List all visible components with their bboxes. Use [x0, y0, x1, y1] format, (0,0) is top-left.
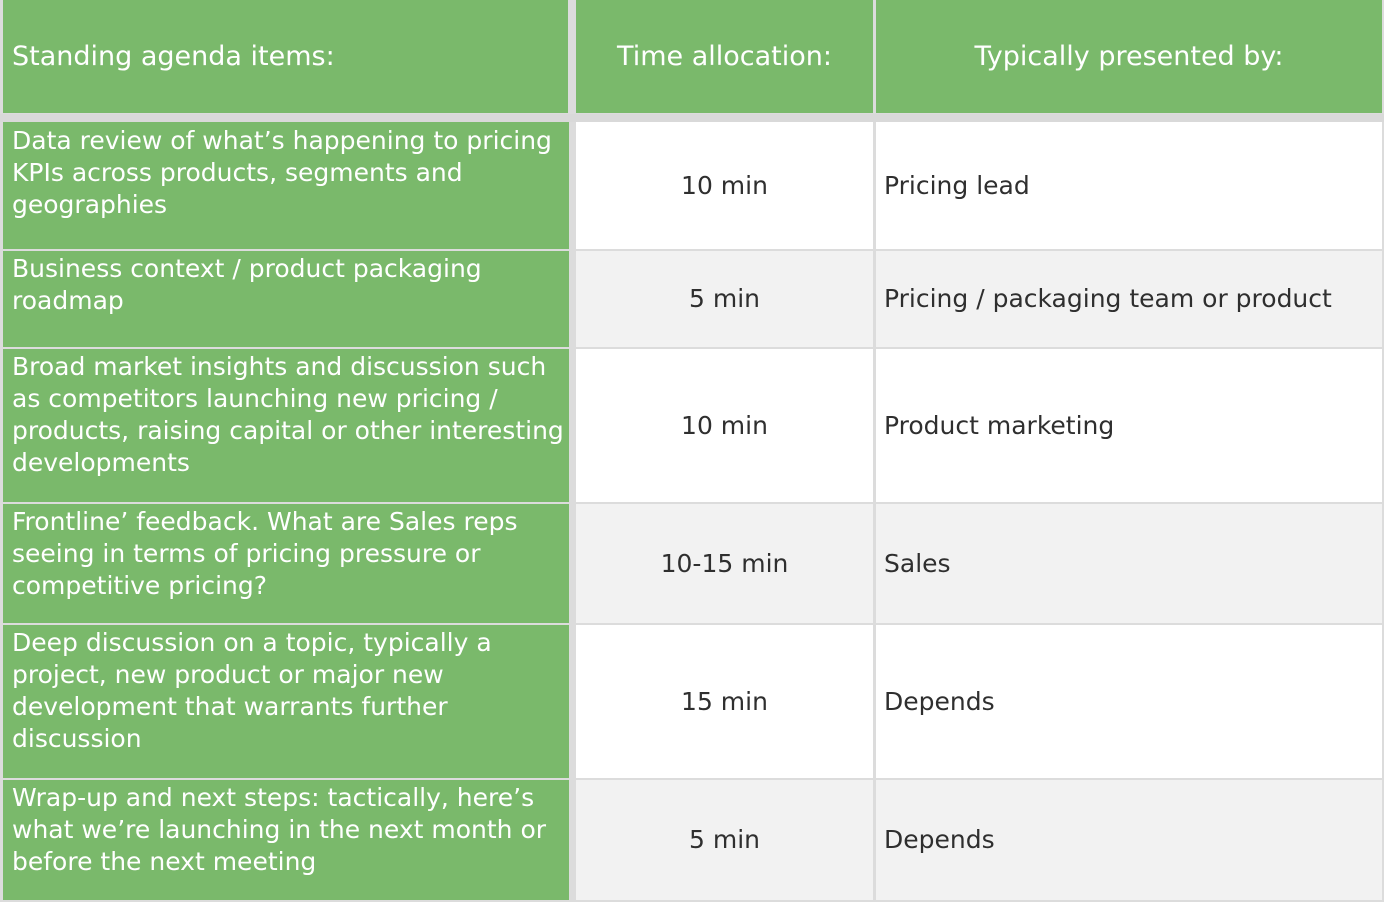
row-4-item-text: Frontline’ feedback. What are Sales reps… [12, 507, 518, 600]
header-divider [0, 114, 1384, 122]
table-row-5-presenter: Depends [876, 625, 1382, 778]
row-6-item-text: Wrap-up and next steps: tactically, here… [12, 783, 547, 876]
table-row-3-presenter: Product marketing [876, 349, 1382, 502]
header-standing-agenda-items: Standing agenda items: [3, 0, 568, 113]
table-row-2-item: Business context / product packaging roa… [3, 251, 569, 347]
row-2-item-text: Business context / product packaging roa… [12, 254, 482, 315]
table-row-4-presenter: Sales [876, 504, 1382, 623]
row-1-item-text: Data review of what’s happening to prici… [12, 126, 552, 219]
table-row-3-time: 10 min [576, 349, 873, 502]
table-row-4-item: Frontline’ feedback. What are Sales reps… [3, 504, 569, 623]
row-3-item-text: Broad market insights and discussion suc… [12, 352, 564, 477]
table-row-6-time: 5 min [576, 780, 873, 900]
table-row-5-item: Deep discussion on a topic, typically a … [3, 625, 569, 778]
table-row-3-item: Broad market insights and discussion suc… [3, 349, 569, 502]
table-row-2-presenter: Pricing / packaging team or product [876, 251, 1382, 347]
table-row-5-time: 15 min [576, 625, 873, 778]
table-row-1-item: Data review of what’s happening to prici… [3, 122, 569, 249]
table-row-6-presenter: Depends [876, 780, 1382, 900]
table-row-1-time: 10 min [576, 122, 873, 249]
table-row-1-presenter: Pricing lead [876, 122, 1382, 249]
row-5-item-text: Deep discussion on a topic, typically a … [12, 628, 492, 753]
header-typically-presented-by: Typically presented by: [876, 0, 1382, 113]
table-row-2-time: 5 min [576, 251, 873, 347]
header-time-allocation: Time allocation: [576, 0, 873, 113]
table-row-4-time: 10-15 min [576, 504, 873, 623]
table-row-6-item: Wrap-up and next steps: tactically, here… [3, 780, 569, 900]
